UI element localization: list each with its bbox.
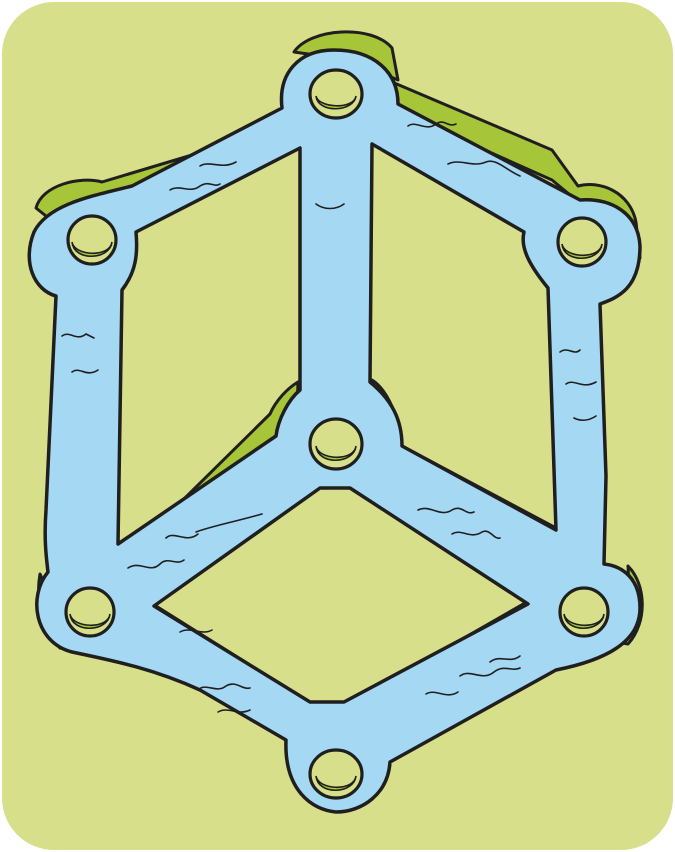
hole-upper-right <box>556 216 608 268</box>
hole-upper-left <box>66 214 118 266</box>
hole-lower-left <box>64 586 116 638</box>
hole-center <box>308 417 364 471</box>
hole-bottom <box>308 748 364 800</box>
bolt-holes <box>64 68 610 800</box>
hole-lower-right <box>558 586 610 638</box>
frame-texture-marks <box>61 121 597 713</box>
hole-top <box>308 68 364 120</box>
